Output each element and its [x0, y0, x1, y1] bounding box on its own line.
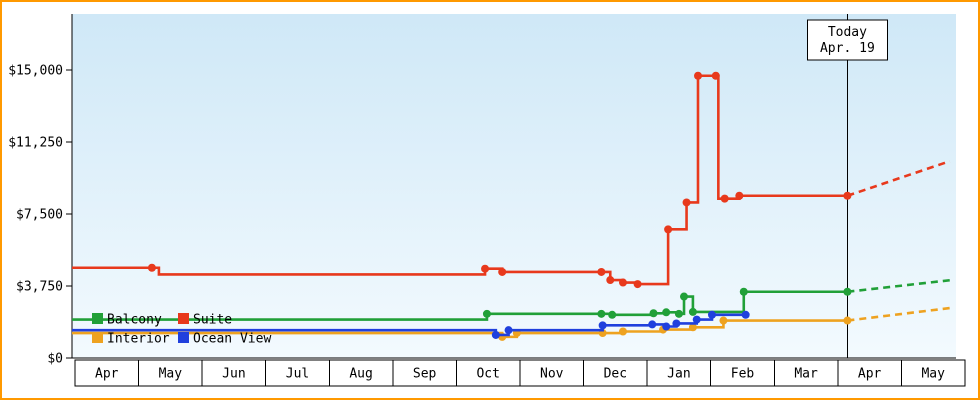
legend-swatch-suite: [178, 313, 189, 324]
data-point-suite: [682, 198, 691, 207]
data-point-suite: [720, 194, 729, 203]
legend-swatch-interior: [92, 332, 103, 343]
y-axis-label: $11,250: [8, 136, 63, 151]
data-point-suite: [735, 191, 744, 200]
data-point-ocean-view: [662, 322, 671, 331]
data-point-balcony: [482, 309, 491, 318]
data-point-suite: [147, 263, 156, 272]
x-axis-month-label-7: Nov: [540, 367, 564, 382]
x-axis-month-label-4: Aug: [349, 367, 372, 382]
data-point-suite: [633, 280, 642, 289]
data-point-suite: [664, 225, 673, 234]
y-axis-label: $15,000: [8, 64, 63, 79]
data-point-ocean-view: [504, 326, 513, 335]
legend-label-suite: Suite: [193, 313, 232, 328]
data-point-ocean-view: [672, 319, 681, 328]
data-point-suite: [498, 267, 507, 276]
x-axis-month-label-13: May: [921, 367, 945, 382]
data-point-suite: [597, 267, 606, 276]
data-point-balcony: [662, 308, 671, 317]
data-point-ocean-view: [598, 321, 607, 330]
data-point-balcony: [680, 292, 689, 301]
data-point-suite: [711, 71, 720, 80]
legend-label-ocean-view: Ocean View: [193, 332, 271, 347]
data-point-ocean-view: [707, 310, 716, 319]
today-label-line1: Today: [828, 25, 867, 40]
data-point-ocean-view: [692, 315, 701, 324]
x-axis-month-label-1: May: [159, 367, 183, 382]
x-axis-month-label-3: Jul: [286, 367, 309, 382]
y-axis-label: $7,500: [16, 208, 63, 223]
data-point-balcony: [608, 310, 617, 319]
data-point-suite: [606, 276, 615, 285]
data-point-interior: [843, 316, 852, 325]
data-point-suite: [694, 71, 702, 80]
x-axis-month-label-12: Apr: [858, 367, 882, 382]
x-axis-month-label-10: Feb: [731, 367, 755, 382]
series-forecast-suite: [846, 159, 951, 197]
data-point-ocean-view: [741, 310, 750, 319]
data-point-suite: [618, 278, 627, 287]
x-axis-month-label-5: Sep: [413, 367, 437, 382]
data-point-suite: [843, 191, 852, 200]
data-point-balcony: [843, 287, 852, 296]
data-point-suite: [481, 264, 490, 273]
today-label-box: [806, 19, 888, 61]
series-forecast-interior: [847, 306, 950, 322]
y-axis-label: $0: [47, 352, 63, 367]
data-point-ocean-view: [648, 320, 657, 329]
x-axis-month-label-2: Jun: [222, 367, 245, 382]
x-axis-month-label-0: Apr: [95, 367, 119, 382]
x-axis-month-label-9: Jan: [667, 367, 690, 382]
data-point-ocean-view: [491, 330, 500, 339]
today-label-line2: Apr. 19: [820, 41, 875, 56]
data-point-balcony: [649, 309, 658, 318]
plot-area: [72, 14, 956, 358]
series-forecast-balcony: [847, 278, 950, 294]
legend-swatch-balcony: [92, 313, 103, 324]
data-point-balcony: [674, 309, 683, 318]
x-axis-month-label-6: Oct: [476, 367, 499, 382]
y-axis-label: $3,750: [16, 280, 63, 295]
x-axis-month-label-8: Dec: [604, 367, 627, 382]
x-axis-month-label-11: Mar: [794, 367, 818, 382]
data-point-balcony: [688, 307, 697, 316]
legend-label-interior: Interior: [107, 332, 170, 347]
legend-label-balcony: Balcony: [107, 313, 162, 328]
data-point-balcony: [597, 309, 606, 318]
data-point-balcony: [739, 287, 748, 296]
data-point-interior: [719, 316, 728, 325]
data-point-interior: [688, 323, 697, 332]
data-point-interior: [618, 327, 627, 336]
legend-swatch-ocean-view: [178, 332, 189, 343]
